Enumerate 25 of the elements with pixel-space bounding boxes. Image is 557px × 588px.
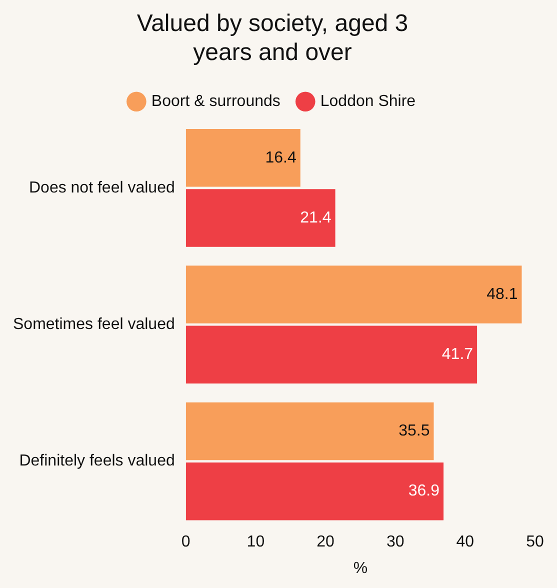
bar [186, 462, 444, 520]
x-tick-label: 50 [526, 534, 544, 551]
bar [186, 326, 478, 384]
data-label: 48.1 [486, 286, 518, 303]
bar [186, 129, 300, 187]
bar [186, 189, 336, 247]
x-tick-label: 40 [456, 534, 474, 551]
data-label: 35.5 [398, 422, 430, 440]
y-tick-label: Definitely feels valued [19, 452, 175, 470]
chart-title: Valued by society, aged 3 years and over [136, 10, 408, 66]
legend-label: Loddon Shire [320, 93, 416, 110]
x-tick-label: 30 [386, 534, 404, 551]
bar [186, 402, 434, 460]
x-axis-title: % [353, 560, 368, 577]
data-label: 16.4 [265, 149, 296, 166]
data-label: 21.4 [300, 209, 332, 226]
x-tick-label: 20 [316, 534, 335, 551]
bar [186, 266, 522, 324]
y-tick-label: Does not feel valued [28, 179, 175, 196]
legend-label: Boort & surrounds [151, 93, 280, 110]
y-tick-label: Sometimes feel valued [13, 316, 175, 334]
data-label: 36.9 [408, 482, 440, 500]
x-tick-label: 10 [246, 534, 265, 551]
data-label: 41.7 [442, 346, 474, 364]
x-tick-label: 0 [181, 534, 190, 551]
